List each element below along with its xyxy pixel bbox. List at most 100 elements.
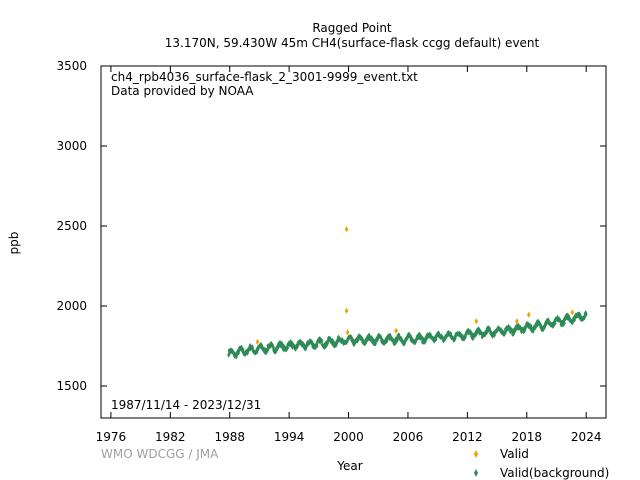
data-point-background <box>256 347 260 353</box>
provider-label: Data provided by NOAA <box>111 84 254 98</box>
data-point-background <box>523 326 527 332</box>
x-tick-label: 1988 <box>214 430 245 444</box>
data-point-background <box>285 345 290 351</box>
data-point-background <box>322 344 327 351</box>
data-point-background <box>533 325 537 331</box>
data-point-background <box>531 328 535 334</box>
data-point-background <box>529 323 533 329</box>
data-point-background <box>485 329 489 336</box>
data-point-background <box>578 314 582 320</box>
data-point-background <box>360 336 365 342</box>
data-point-background <box>234 354 238 360</box>
data-point-background <box>320 338 324 344</box>
data-point-background <box>271 344 275 350</box>
x-tick-label: 2000 <box>333 430 364 444</box>
data-point-background <box>417 331 422 337</box>
data-point-background <box>260 343 264 349</box>
x-tick-label: 2006 <box>393 430 424 444</box>
data-point-background <box>538 321 542 327</box>
data-point-background <box>293 346 298 352</box>
data-point-background <box>389 334 393 340</box>
data-point-background <box>243 351 247 358</box>
data-point-valid <box>344 226 349 233</box>
data-point-background <box>510 327 514 334</box>
data-point-valid <box>474 318 479 325</box>
data-point-background <box>551 323 555 329</box>
data-point-background <box>562 320 566 326</box>
data-point-background <box>255 349 259 355</box>
data-point-background <box>318 339 322 345</box>
y-tick-label: 1500 <box>56 379 87 393</box>
data-point-background <box>571 318 575 324</box>
data-point-background <box>483 332 487 338</box>
data-point-background <box>310 340 315 346</box>
x-axis-label: Year <box>336 459 362 473</box>
x-axis: 1976 1982 1988 1994 2000 2006 2012 2018 2024 <box>96 66 602 444</box>
data-point-background <box>290 340 294 346</box>
series-valid-background <box>227 310 588 360</box>
y-axis: 1500 2000 2500 3000 3500 <box>56 59 606 393</box>
data-point-background <box>370 335 374 341</box>
data-point-background <box>567 313 571 319</box>
data-point-background <box>276 344 280 350</box>
x-tick-label: 2012 <box>452 430 483 444</box>
data-point-background <box>351 337 355 343</box>
data-point-background <box>475 330 479 336</box>
y-axis-label: ppb <box>7 232 21 255</box>
legend-label-valid-background: Valid(background) <box>500 466 609 480</box>
data-point-background <box>241 347 245 353</box>
legend-marker-valid-background <box>474 469 478 477</box>
x-tick-label: 1976 <box>96 430 127 444</box>
data-point-background <box>473 332 478 338</box>
data-point-background <box>273 349 278 355</box>
legend-label-valid: Valid <box>500 447 529 461</box>
data-point-valid <box>570 309 575 316</box>
data-point-background <box>469 330 473 336</box>
data-point-background <box>584 311 588 318</box>
data-point-background <box>315 343 319 349</box>
data-point-background <box>396 336 400 342</box>
series-valid <box>255 226 575 345</box>
data-point-background <box>336 334 340 340</box>
data-point-background <box>562 317 566 324</box>
file-label: ch4_rpb4036_surface-flask_2_3001-9999_ev… <box>111 70 418 84</box>
chart-subtitle: 13.170N, 59.430W 45m CH4(surface-flask c… <box>165 36 540 50</box>
legend-marker-valid <box>474 450 478 458</box>
data-point-background <box>471 334 475 341</box>
y-tick-label: 3000 <box>56 139 87 153</box>
data-point-background <box>514 323 519 329</box>
data-point-background <box>232 350 236 356</box>
data-point-background <box>418 333 422 339</box>
data-point-background <box>546 317 550 323</box>
data-point-background <box>373 341 377 347</box>
credit-label: WMO WDCGG / JMA <box>101 447 219 461</box>
data-point-background <box>365 337 369 343</box>
data-point-background <box>468 329 472 335</box>
data-point-background <box>388 332 392 339</box>
legend: Valid Valid(background) <box>474 447 609 480</box>
data-point-background <box>281 342 285 348</box>
data-point-background <box>356 334 360 340</box>
data-point-background <box>577 313 581 319</box>
data-point-background <box>323 340 328 347</box>
plot-area <box>100 65 607 419</box>
chart-title: Ragged Point <box>312 21 392 35</box>
data-point-background <box>508 328 512 335</box>
data-point-background <box>301 341 305 347</box>
data-point-background <box>356 336 361 342</box>
data-point-background <box>449 331 453 337</box>
data-point-background <box>578 312 582 318</box>
y-tick-label: 2000 <box>56 299 87 313</box>
x-tick-label: 1994 <box>274 430 305 444</box>
data-point-valid <box>255 339 260 345</box>
data-point-valid <box>344 307 349 314</box>
data-point-background <box>227 352 231 358</box>
data-point-background <box>568 316 572 322</box>
data-point-valid <box>345 329 350 336</box>
data-point-background <box>393 340 397 346</box>
x-tick-label: 2024 <box>571 430 602 444</box>
data-point-background <box>445 332 450 338</box>
data-point-background <box>564 315 568 321</box>
data-point-background <box>555 314 560 320</box>
